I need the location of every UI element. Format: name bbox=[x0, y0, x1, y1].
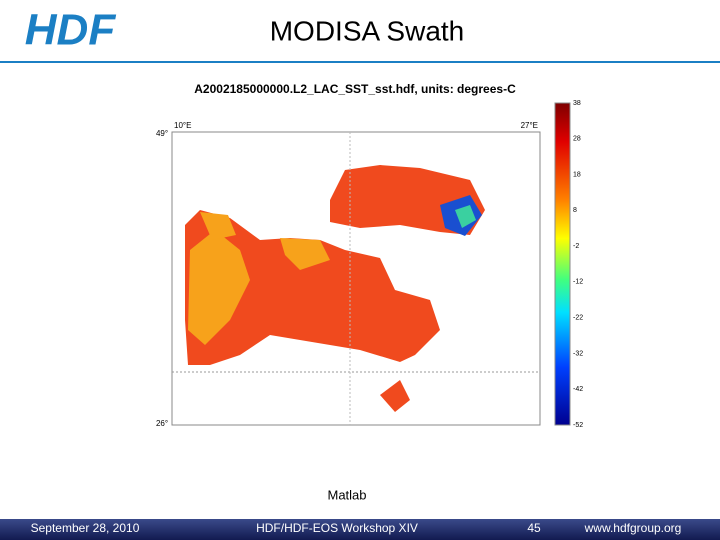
caption: Matlab bbox=[327, 487, 366, 502]
logo: HDF bbox=[25, 6, 117, 55]
lat-label: 26° bbox=[156, 419, 168, 428]
slide-title: MODISA Swath bbox=[270, 15, 465, 46]
warm-patch bbox=[188, 230, 250, 345]
lat-label: 49° bbox=[156, 129, 168, 138]
colorbar-ticks: 38 28 18 8 -2 -12 -22 -32 -42 -52 bbox=[573, 100, 583, 429]
footer-page: 45 bbox=[527, 521, 541, 535]
colorbar bbox=[554, 102, 571, 426]
cool-patch bbox=[455, 205, 476, 228]
colorbar-tick-label: -12 bbox=[573, 279, 583, 286]
warm-patch bbox=[200, 212, 236, 240]
colorbar-tick-label: 8 bbox=[573, 207, 577, 214]
footer-event: HDF/HDF-EOS Workshop XIV bbox=[256, 521, 418, 535]
map bbox=[172, 132, 540, 425]
warm-patch bbox=[280, 238, 330, 270]
colorbar-tick-label: 38 bbox=[573, 100, 581, 107]
colorbar-tick-label: 28 bbox=[573, 136, 581, 143]
lon-label: 10°E bbox=[174, 121, 191, 130]
footer-url: www.hdfgroup.org bbox=[584, 521, 682, 535]
colorbar-tick-label: -32 bbox=[573, 350, 583, 357]
sea-area bbox=[380, 380, 410, 412]
colorbar-tick-label: -42 bbox=[573, 386, 583, 393]
footer-date: September 28, 2010 bbox=[31, 521, 140, 535]
lon-label: 27°E bbox=[521, 121, 538, 130]
colorbar-tick-label: 18 bbox=[573, 171, 581, 178]
footer-bar bbox=[0, 519, 720, 540]
colorbar-tick-label: -22 bbox=[573, 315, 583, 322]
colorbar-tick-label: -52 bbox=[573, 422, 583, 429]
sea-area bbox=[185, 210, 440, 365]
figure-title: A2002185000000.L2_LAC_SST_sst.hdf, units… bbox=[194, 82, 516, 96]
colorbar-tick-label: -2 bbox=[573, 243, 579, 250]
